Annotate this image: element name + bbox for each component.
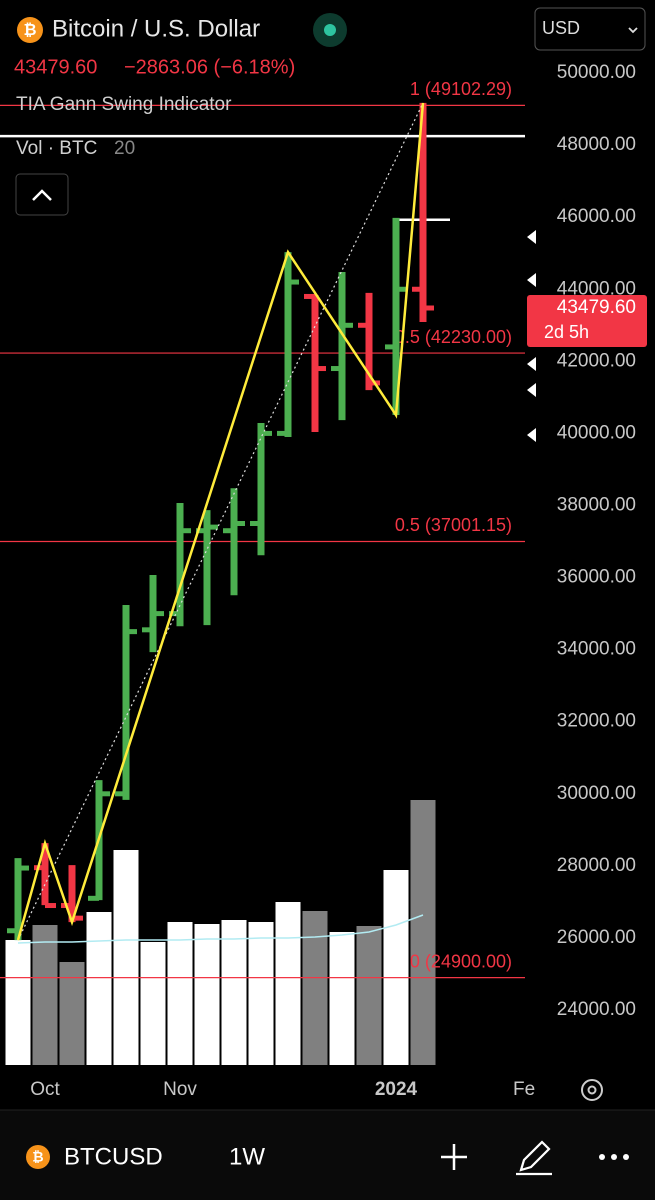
fib-label: 0.5 (37001.15) <box>395 515 512 535</box>
volume-bar <box>383 870 409 1065</box>
volume-bar <box>86 912 112 1065</box>
settings-icon[interactable] <box>581 1079 603 1101</box>
volume-bar <box>302 911 328 1065</box>
footer-interval[interactable]: 1W <box>229 1143 265 1170</box>
volume-length: 20 <box>114 138 135 159</box>
dot <box>611 1154 617 1160</box>
settings-icon-center <box>587 1085 597 1095</box>
fib-label: 1 (49102.29) <box>410 79 512 99</box>
btc-symbol: ₿ <box>32 1149 43 1165</box>
btc-icon <box>17 17 43 43</box>
y-tick-label: 42000.00 <box>557 350 636 371</box>
dot <box>623 1154 629 1160</box>
indicator-name: TIA Gann Swing Indicator <box>16 94 232 115</box>
x-tick-label: 2024 <box>375 1079 418 1100</box>
volume-bar <box>32 925 58 1065</box>
volume-bar <box>194 924 220 1065</box>
x-tick-label: Oct <box>30 1079 60 1100</box>
change: −2863.06 (−6.18%) <box>124 56 295 78</box>
currency-select[interactable] <box>534 7 646 51</box>
draw-button[interactable] <box>516 1140 552 1176</box>
volume-bar <box>167 922 193 1065</box>
volume-bar <box>140 942 166 1065</box>
x-tick-label: Fe <box>513 1079 535 1100</box>
y-tick-label: 24000.00 <box>557 999 636 1020</box>
y-tick-label: 34000.00 <box>557 639 636 660</box>
symbol-title: Bitcoin / U.S. Dollar <box>52 15 260 42</box>
scroll-arrows <box>527 230 536 442</box>
dropdown-icon <box>628 27 638 34</box>
y-tick-label: 32000.00 <box>557 711 636 732</box>
countdown: 2d 5h <box>544 322 589 342</box>
y-tick-label: 38000.00 <box>557 495 636 516</box>
volume-bar <box>248 922 274 1065</box>
volume-bar <box>410 800 436 1065</box>
volume-bar <box>275 902 301 1065</box>
fib-label: 0.5 (42230.00) <box>395 327 512 347</box>
y-tick-label: 44000.00 <box>557 278 636 299</box>
price: 43479.60 <box>14 56 97 78</box>
y-tick-label: 36000.00 <box>557 567 636 588</box>
x-tick-label: Nov <box>163 1079 197 1100</box>
currency: USD <box>542 18 580 38</box>
header: ₿ Bitcoin / U.S. Dollar 43479.60 −2863.0… <box>14 7 646 216</box>
btc-icon <box>26 1145 50 1169</box>
volume-ma <box>17 914 424 944</box>
volume-bar <box>221 920 247 1065</box>
arrow <box>527 357 536 371</box>
volume-bar <box>5 940 31 1065</box>
arrow <box>527 428 536 442</box>
y-tick-label: 48000.00 <box>557 134 636 155</box>
fib-label: 0 (24900.00) <box>410 951 512 971</box>
volume-bar <box>356 926 382 1065</box>
dot <box>599 1154 605 1160</box>
volume-label: Vol · BTC <box>16 138 97 159</box>
collapse-icon <box>32 189 52 201</box>
y-tick-label: 26000.00 <box>557 927 636 948</box>
price-label-box <box>527 295 647 348</box>
volume-bar <box>113 850 139 1065</box>
more-button[interactable] <box>599 1154 629 1160</box>
y-tick-label: 50000.00 <box>557 62 636 83</box>
add-button[interactable] <box>441 1144 467 1170</box>
collapse-button[interactable] <box>15 173 69 216</box>
arrow <box>527 383 536 397</box>
footer: ₿ BTCUSD 1W <box>26 1140 629 1176</box>
y-tick-label: 46000.00 <box>557 206 636 227</box>
arrow <box>527 273 536 287</box>
trend-line <box>17 102 424 941</box>
volume-bar <box>329 932 355 1065</box>
price-label: 43479.60 <box>557 297 636 318</box>
btc-symbol: ₿ <box>23 21 36 39</box>
arrow <box>527 230 536 244</box>
y-tick-label: 30000.00 <box>557 783 636 804</box>
toolbar <box>0 1110 655 1200</box>
volume-bar <box>59 962 85 1065</box>
y-tick-label: 40000.00 <box>557 422 636 443</box>
market-status-dot <box>324 24 336 36</box>
swing-line <box>16 102 425 941</box>
y-tick-label: 28000.00 <box>557 855 636 876</box>
footer-symbol[interactable]: BTCUSD <box>64 1143 163 1170</box>
